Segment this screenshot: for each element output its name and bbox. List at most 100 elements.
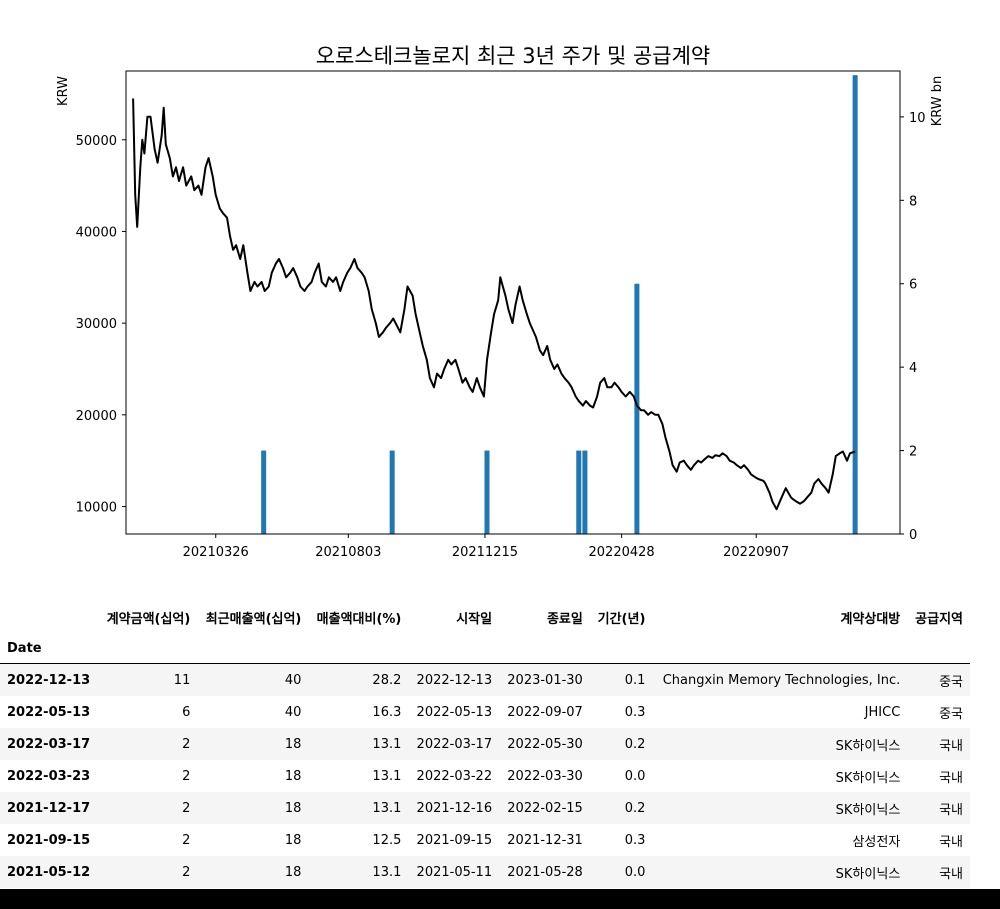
table-cell: 18 [284,736,302,752]
row-date: 2021-12-17 [7,800,91,816]
table-cell: 2022-03-30 [507,768,583,784]
table-cell: 2 [182,768,191,784]
x-tick-label: 20211215 [452,545,518,560]
contract-bar [484,450,490,534]
table-cell: 2021-05-11 [416,864,493,880]
table-cell: 0.3 [624,832,646,848]
table-cell: 0.2 [624,800,646,816]
table-cell: 2021-05-28 [507,864,583,880]
table-cell: 2022-02-15 [507,800,583,816]
contract-bar [852,75,858,534]
y-left-tick-label: 30000 [76,317,117,332]
y-left-tick-label: 10000 [76,500,117,515]
chart-panel: 오로스테크놀로지 최근 3년 주가 및 공급계약 KRW KRW bn 10000 20… [0,0,1000,600]
table-row: 2022-03-23 2 18 13.1 2022-03-22 2022-03-30 0.0… [0,760,970,792]
table-cell: 2022-05-30 [507,736,583,752]
table-cell: 28.2 [372,672,402,688]
table-cell: 13.1 [372,736,402,752]
index-row-blank [652,634,908,664]
table-cell: 2 [182,736,191,752]
table-cell: 13.1 [372,768,402,784]
table-cell: 국내 [939,738,963,754]
table-row: 2021-05-12 2 18 13.1 2021-05-11 2021-05-28 0.0… [0,856,970,888]
y-right-tick-label: 4 [909,361,917,376]
index-row-blank [197,634,309,664]
row-date: 2022-12-13 [7,672,91,688]
table-cell: 0.0 [624,864,646,880]
y-left-tick-label: 50000 [76,134,117,149]
column-header: 기간(년) [597,611,646,627]
table-cell: 0.1 [624,672,646,688]
table-cell: Changxin Memory Technologies, Inc. [662,672,901,688]
y-right-tick-label: 8 [909,194,917,209]
table-cell: SK하이닉스 [835,738,901,754]
y-right-tick-label: 0 [909,528,917,543]
table-cell: 16.3 [372,704,402,720]
row-date: 2021-05-12 [7,864,91,880]
y-axis-right-label: KRW bn [930,76,945,127]
table-cell: 13.1 [372,864,402,880]
table-cell: 2022-05-13 [416,704,493,720]
column-header: 매출액대비(%) [316,611,402,627]
x-tick-label: 20220428 [589,545,655,560]
y-left-tick-label: 20000 [76,409,117,424]
table-cell: 18 [284,768,302,784]
row-date: 2022-03-17 [7,736,91,752]
table-cell: 12.5 [372,832,402,848]
table-cell: SK하이닉스 [835,866,901,882]
index-row-blank [408,634,500,664]
table-cell: 18 [284,864,302,880]
table-row: 2022-12-13 11 40 28.2 2022-12-13 2023-01-30 0.… [0,663,970,696]
table-cell: 40 [284,672,302,688]
table-cell: 국내 [939,866,963,882]
y-axis-left-label: KRW [56,76,71,106]
column-header: 공급지역 [915,611,963,627]
table-row: 2021-12-17 2 18 13.1 2021-12-16 2022-02-15 0.2… [0,792,970,824]
y-right-tick-label: 6 [909,278,917,293]
index-name: Date [0,634,99,664]
table-row: 2022-05-13 6 40 16.3 2022-05-13 2022-09-07 0.3… [0,696,970,728]
row-date: 2021-09-15 [7,832,91,848]
index-row-blank [589,634,653,664]
table-cell: SK하이닉스 [835,770,901,786]
column-header: 계약상대방 [840,611,901,627]
y-right-tick-label: 10 [909,111,926,126]
row-date: 2022-05-13 [7,704,91,720]
y-left-tick-label: 40000 [76,225,117,240]
table-cell: 0.0 [624,768,646,784]
column-header: 시작일 [456,611,493,627]
contract-bar [582,450,588,534]
table-cell: 2 [182,864,191,880]
table-cell: 0.3 [624,704,646,720]
plot-frame [125,70,901,535]
table-row: 2022-03-17 2 18 13.1 2022-03-17 2022-05-30 0.2… [0,728,970,760]
column-header: 최근매출액(십억) [205,611,302,627]
table-cell: 13.1 [372,800,402,816]
table-cell: JHICC [864,704,901,720]
contract-table: 계약금액(십억) 최근매출액(십억) 매출액대비(%) 시작일 종료일 기간(년) 계약상대… [0,600,970,888]
table-cell: 0.2 [624,736,646,752]
table-cell: 국내 [939,770,963,786]
index-row-blank [907,634,970,664]
table-cell: 40 [284,704,302,720]
x-tick-label: 20210803 [315,545,381,560]
contract-table-panel: 계약금액(십억) 최근매출액(십억) 매출액대비(%) 시작일 종료일 기간(년) 계약상대… [0,600,1000,889]
x-tick-label: 20210326 [183,545,249,560]
table-cell: 2022-12-13 [416,672,493,688]
contract-bar [261,450,267,534]
table-cell: 2021-12-16 [416,800,493,816]
table-header-row: 계약금액(십억) 최근매출액(십억) 매출액대비(%) 시작일 종료일 기간(년) 계약상대… [0,600,970,634]
x-tick-label: 20220907 [723,545,789,560]
table-index-row: Date [0,634,970,664]
table-cell: 2022-09-07 [507,704,583,720]
price-line [132,98,856,511]
table-cell: 18 [284,800,302,816]
row-date: 2022-03-23 [7,768,91,784]
table-cell: 국내 [939,802,963,818]
table-cell: SK하이닉스 [835,802,901,818]
table-cell: 중국 [939,674,963,690]
table-cell: 2023-01-30 [507,672,583,688]
index-row-blank [308,634,409,664]
table-body: 2022-12-13 11 40 28.2 2022-12-13 2023-01-30 0.… [0,663,970,888]
